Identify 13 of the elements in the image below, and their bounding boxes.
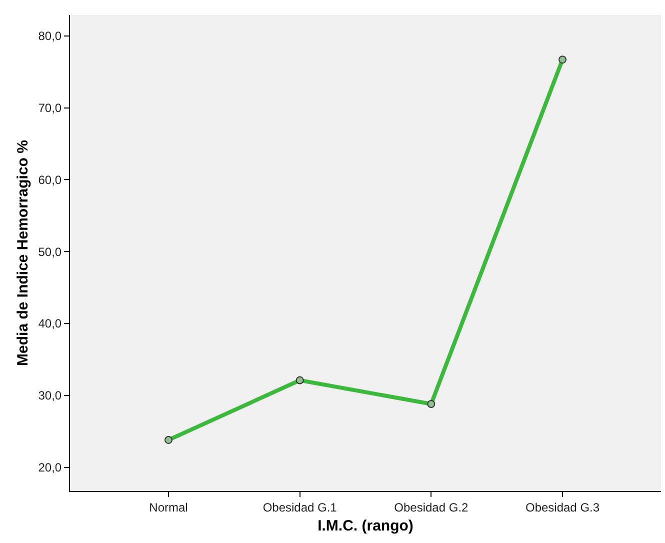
x-axis-title: I.M.C. (rango) bbox=[318, 517, 414, 534]
x-tick-label: Obesidad G.2 bbox=[394, 500, 469, 514]
y-tick-label: 20,0 bbox=[38, 460, 62, 474]
x-tick-label: Obesidad G.1 bbox=[262, 500, 338, 514]
y-tick-label: 80,0 bbox=[38, 29, 62, 44]
x-tick-label: Obesidad G.3 bbox=[525, 500, 600, 514]
y-axis-title: Media de Indice Hemorragico % bbox=[14, 140, 32, 366]
x-tick-label: Normal bbox=[149, 500, 188, 514]
y-tick-label: 60,0 bbox=[38, 172, 62, 187]
y-tick-label: 50,0 bbox=[38, 244, 62, 259]
y-tick-label: 30,0 bbox=[38, 388, 62, 403]
y-tick-label: 40,0 bbox=[38, 316, 62, 331]
y-tick-label: 70,0 bbox=[38, 100, 62, 115]
